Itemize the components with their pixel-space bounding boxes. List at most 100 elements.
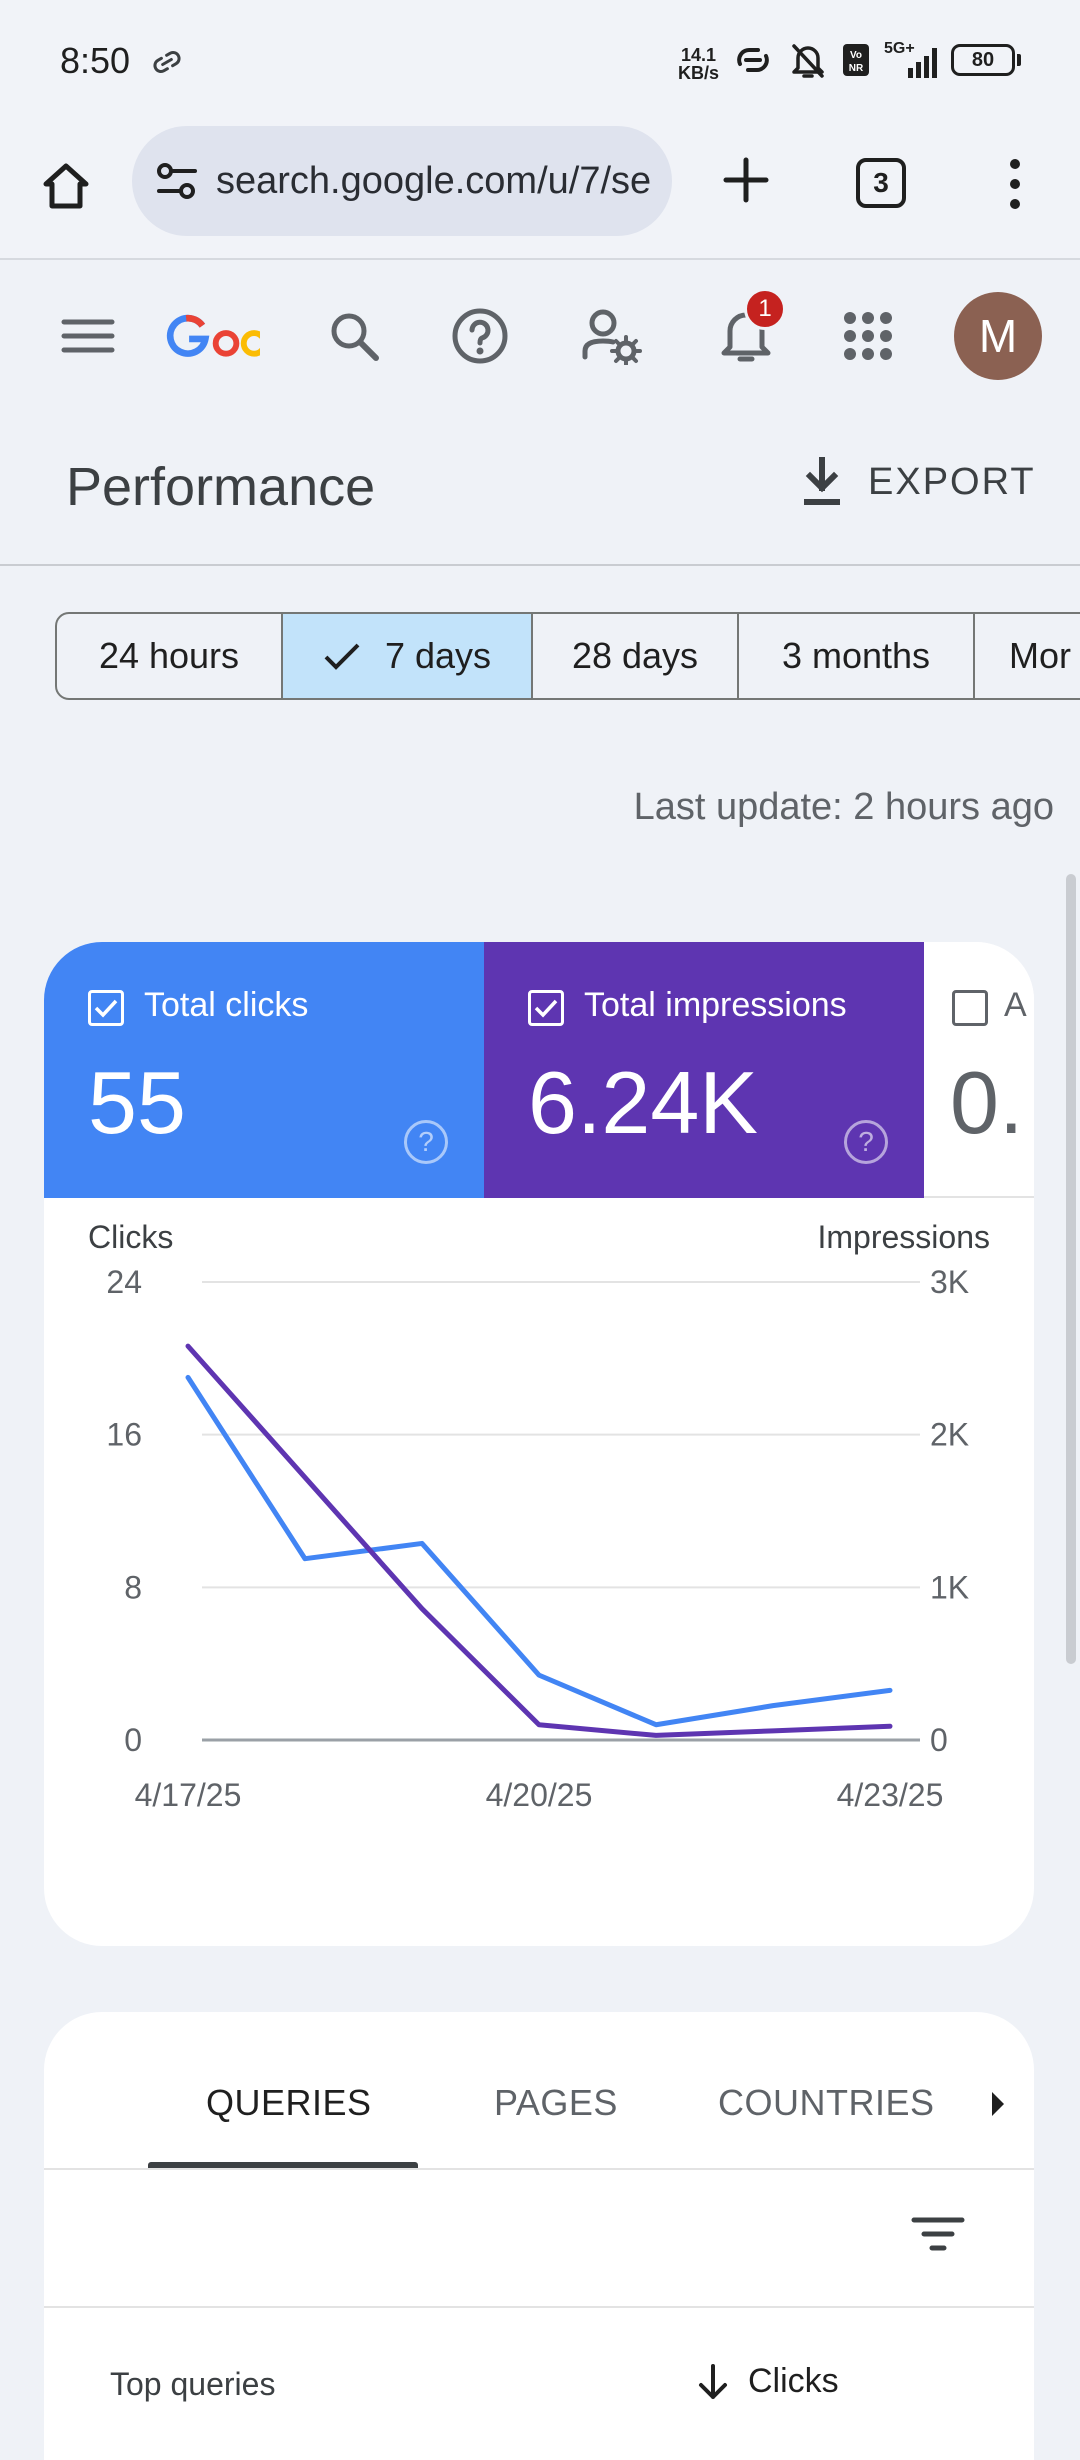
- metric-label: A: [1004, 986, 1027, 1024]
- checkbox-checked-icon[interactable]: [528, 990, 564, 1026]
- chip-label: 28 days: [571, 635, 699, 676]
- filter-icon[interactable]: [910, 2212, 966, 2256]
- apps-button[interactable]: [836, 304, 900, 368]
- manage-users-icon: [582, 309, 642, 365]
- home-button[interactable]: [32, 152, 100, 220]
- export-label: EXPORT: [868, 460, 1036, 503]
- chip-3-months[interactable]: 3 months: [739, 612, 975, 700]
- status-icons: Vo NR 5G+ 80: [732, 40, 1021, 80]
- metric-total-clicks[interactable]: Total clicks 55 ?: [44, 942, 484, 1198]
- y2-tick-label: 1K: [930, 1569, 969, 1605]
- search-button[interactable]: [322, 304, 386, 368]
- tabs-divider: [44, 2168, 1034, 2170]
- notification-badge: 1: [744, 288, 786, 330]
- avatar[interactable]: M: [954, 292, 1042, 380]
- metric-value: 6.24K: [528, 1053, 758, 1152]
- help-button[interactable]: [448, 304, 512, 368]
- y-axis-title: Clicks: [88, 1219, 173, 1255]
- menu-icon: [61, 319, 115, 353]
- mute-icon: [792, 44, 824, 78]
- hotspot-icon: [737, 48, 769, 72]
- chip-more[interactable]: Mor: [975, 612, 1080, 700]
- google-logo[interactable]: [164, 300, 260, 372]
- y-tick-label: 24: [106, 1264, 142, 1300]
- y2-axis-title: Impressions: [818, 1219, 991, 1255]
- series-line-impressions: [185, 1343, 893, 1738]
- help-circle-icon[interactable]: ?: [844, 1120, 888, 1164]
- apps-grid-icon: [844, 312, 892, 360]
- metric-average-ctr[interactable]: A 0.: [924, 942, 1034, 1198]
- signal-icon: 5G+: [884, 40, 937, 78]
- chip-7-days[interactable]: 7 days: [283, 612, 533, 700]
- metric-label: Total clicks: [144, 986, 309, 1024]
- new-tab-icon[interactable]: [712, 146, 780, 214]
- x-tick-label: 4/20/25: [486, 1777, 593, 1813]
- tab-queries[interactable]: QUERIES: [206, 2082, 372, 2123]
- chip-label: Mor: [1009, 635, 1071, 676]
- link-icon: [153, 51, 181, 73]
- sort-column-label: Clicks: [748, 2362, 839, 2400]
- x-tick-label: 4/17/25: [135, 1777, 242, 1813]
- export-button[interactable]: EXPORT: [800, 456, 1036, 508]
- chip-label: 7 days: [384, 635, 492, 676]
- series-line-clicks: [185, 1374, 893, 1728]
- column-header-top-queries: Top queries: [110, 2366, 276, 2402]
- chip-label: 24 hours: [98, 635, 240, 676]
- title-divider: [0, 564, 1080, 566]
- chip-28-days[interactable]: 28 days: [533, 612, 739, 700]
- checkbox-unchecked-icon[interactable]: [952, 990, 988, 1026]
- chip-label: 3 months: [781, 635, 931, 676]
- status-bar: 8:50 14.1 KB/s Vo NR 5G+ 80: [0, 0, 1080, 122]
- signal-label: 5G+: [884, 40, 915, 57]
- chip-24-hours[interactable]: 24 hours: [55, 612, 283, 700]
- y2-tick-label: 2K: [930, 1417, 969, 1453]
- metric-total-impressions[interactable]: Total impressions 6.24K ?: [484, 942, 924, 1198]
- manage-users-button[interactable]: [578, 304, 646, 368]
- home-icon: [43, 163, 89, 209]
- arrow-down-icon: [699, 2363, 727, 2399]
- svg-text:Vo: Vo: [850, 50, 862, 61]
- svg-text:NR: NR: [849, 63, 864, 74]
- last-update-text: Last update: 2 hours ago: [633, 786, 1054, 828]
- y-tick-label: 16: [106, 1417, 142, 1453]
- site-info-icon[interactable]: [154, 161, 200, 201]
- x-tick-label: 4/23/25: [837, 1777, 944, 1813]
- status-time: 8:50: [60, 40, 131, 81]
- download-icon: [804, 457, 840, 505]
- tab-countries[interactable]: COUNTRIES: [718, 2082, 935, 2123]
- metric-value: 55: [88, 1053, 186, 1152]
- y-tick-label: 0: [124, 1722, 142, 1758]
- queries-card: QUERIES PAGES COUNTRIES Top queries Clic…: [44, 2012, 1034, 2460]
- volte-icon: Vo NR: [843, 44, 869, 76]
- y-tick-label: 8: [124, 1569, 142, 1605]
- active-tab-indicator: [148, 2162, 418, 2168]
- y2-tick-label: 0: [930, 1722, 948, 1758]
- metric-value: 0.: [950, 1053, 1024, 1152]
- check-icon: [324, 643, 360, 670]
- google-logo-mark: [166, 314, 260, 357]
- browser-toolbar: search.google.com/u/7/se 3: [0, 122, 1080, 260]
- tab-scroll-right-icon[interactable]: [986, 2088, 1010, 2120]
- tabs-icon[interactable]: 3: [856, 158, 906, 208]
- column-header-clicks[interactable]: Clicks: [696, 2362, 839, 2401]
- network-speed: 14.1 KB/s: [678, 45, 720, 83]
- app-header: [0, 262, 1080, 408]
- scrollbar[interactable]: [1066, 874, 1076, 1664]
- performance-chart: Clicks Impressions 0 0 8 1K 16 2K 24 3K 4/17/25 4/2…: [88, 1219, 991, 1813]
- tab-pages[interactable]: PAGES: [494, 2082, 618, 2123]
- battery-icon: 80: [951, 44, 1015, 76]
- url-text[interactable]: search.google.com/u/7/se: [216, 159, 652, 202]
- help-circle-icon[interactable]: ?: [404, 1120, 448, 1164]
- performance-card: Total clicks 55 ? Total impressions 6.24…: [44, 942, 1034, 1946]
- menu-button[interactable]: [56, 304, 120, 368]
- date-range-chips: 24 hours 7 days 28 days 3 months Mor: [55, 612, 1080, 700]
- address-bar[interactable]: search.google.com/u/7/se: [132, 126, 672, 236]
- page-title: Performance: [66, 457, 376, 517]
- more-icon[interactable]: [1000, 152, 1030, 216]
- y2-tick-label: 3K: [930, 1264, 969, 1300]
- search-icon: [331, 313, 379, 361]
- metric-label: Total impressions: [584, 986, 847, 1024]
- help-icon: [452, 308, 508, 364]
- checkbox-checked-icon[interactable]: [88, 990, 124, 1026]
- filter-divider: [44, 2306, 1034, 2308]
